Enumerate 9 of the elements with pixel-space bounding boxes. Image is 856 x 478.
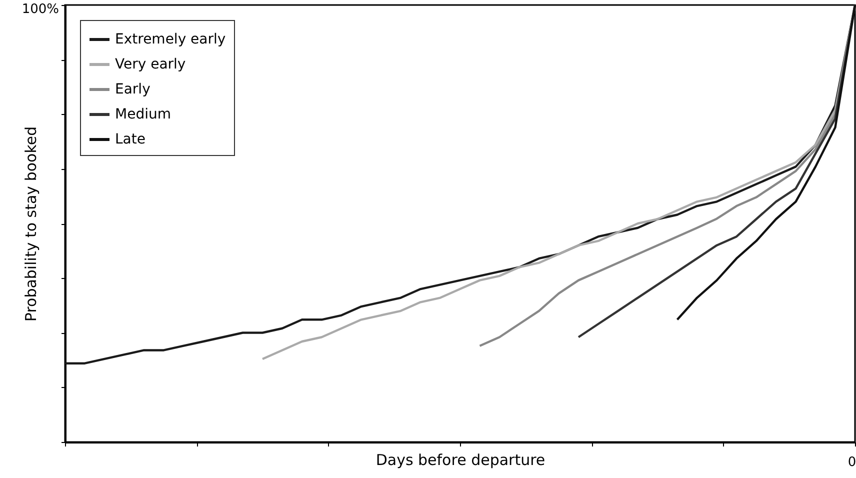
legend-label: Very early bbox=[115, 56, 186, 72]
text: 0 bbox=[848, 455, 856, 470]
legend-label: Early bbox=[115, 82, 150, 98]
text: 100% bbox=[22, 2, 59, 17]
legend-label: Late bbox=[115, 132, 146, 148]
legend-label: Medium bbox=[115, 106, 171, 122]
y-axis-title: Probability to stay booked bbox=[22, 126, 40, 322]
legend-label: Extremely early bbox=[115, 32, 226, 48]
x-axis-title: Days before departure bbox=[376, 451, 546, 469]
